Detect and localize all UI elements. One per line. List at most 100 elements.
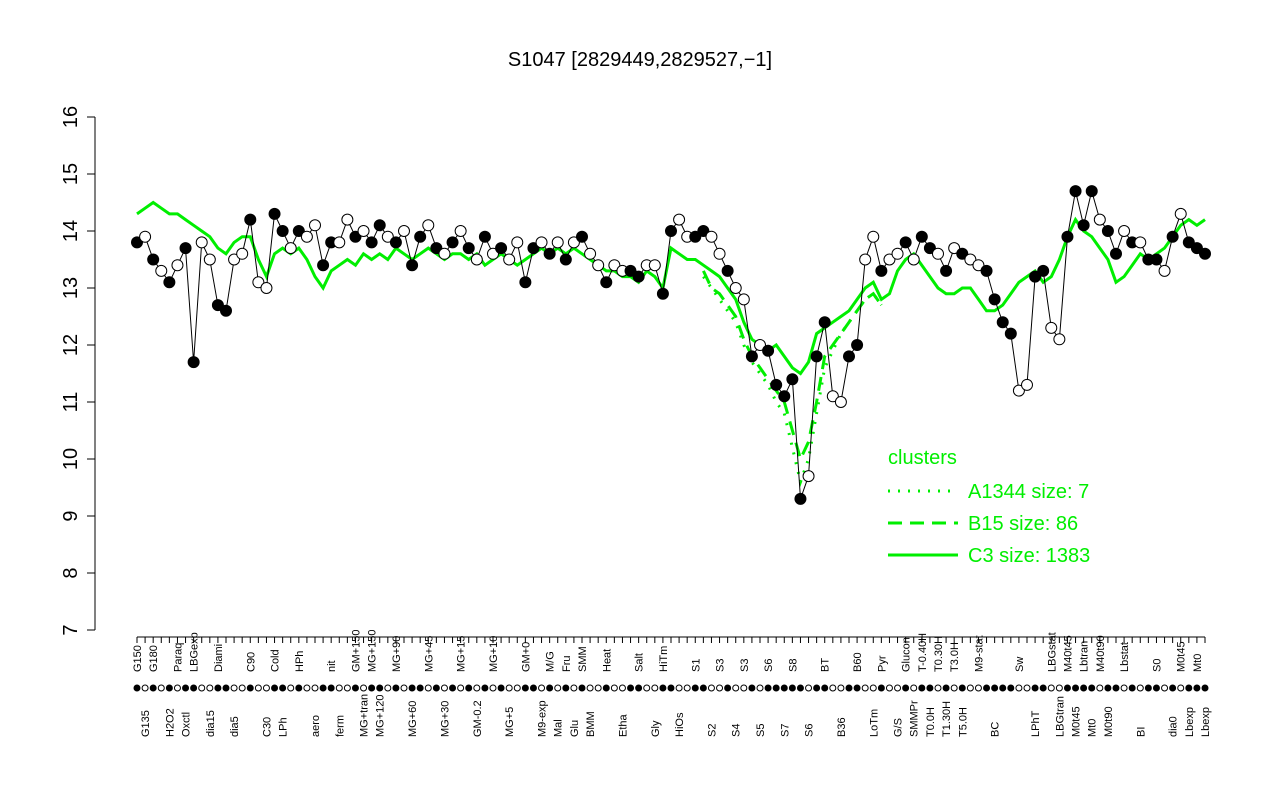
data-point bbox=[220, 304, 232, 317]
x-tick-label: Lbexp bbox=[1200, 707, 1212, 737]
legend-label: A1344 size: 7 bbox=[968, 481, 1089, 503]
x-tick-label: M0t45 bbox=[1176, 641, 1188, 672]
x-marker bbox=[554, 684, 562, 692]
x-tick-label: M9-exp bbox=[537, 700, 549, 737]
x-tick-label: Glucon bbox=[901, 637, 913, 672]
x-marker bbox=[489, 684, 497, 692]
x-tick-label: Salt bbox=[634, 653, 646, 672]
x-marker bbox=[206, 684, 214, 692]
x-tick-label: M0t45 bbox=[1071, 706, 1083, 737]
data-point bbox=[543, 247, 556, 260]
data-point bbox=[875, 264, 888, 277]
x-marker bbox=[133, 684, 141, 692]
x-marker bbox=[392, 684, 400, 692]
x-marker bbox=[254, 684, 262, 692]
x-marker bbox=[902, 684, 910, 692]
x-marker bbox=[772, 684, 780, 692]
x-marker bbox=[1185, 684, 1193, 692]
x-tick-label: dia15 bbox=[205, 710, 217, 737]
x-tick-label: SMMPr bbox=[909, 700, 921, 737]
x-marker bbox=[1177, 684, 1185, 692]
x-marker bbox=[473, 684, 481, 692]
x-tick-label: G135 bbox=[140, 710, 152, 737]
x-marker bbox=[521, 684, 529, 692]
x-marker bbox=[182, 684, 190, 692]
data-point bbox=[770, 378, 783, 391]
x-marker bbox=[974, 684, 982, 692]
data-point bbox=[155, 264, 168, 277]
data-point bbox=[341, 213, 354, 226]
x-marker bbox=[1047, 684, 1055, 692]
x-marker bbox=[303, 684, 311, 692]
x-tick-label: HiOs bbox=[674, 712, 686, 737]
x-marker bbox=[1080, 684, 1088, 692]
x-tick-label: GM+150 bbox=[350, 630, 362, 673]
x-marker bbox=[627, 684, 635, 692]
y-tick-label: 13 bbox=[60, 277, 82, 299]
x-marker bbox=[691, 684, 699, 692]
data-line bbox=[136, 189, 1206, 500]
x-tick-label: Gly bbox=[650, 720, 662, 737]
x-marker bbox=[222, 684, 230, 692]
x-tick-label: T5.0H bbox=[957, 707, 969, 737]
y-tick-label: 8 bbox=[60, 567, 82, 578]
x-tick-label: Etha bbox=[617, 713, 629, 737]
data-point bbox=[1182, 236, 1195, 249]
data-point bbox=[179, 242, 192, 255]
data-point bbox=[915, 230, 928, 243]
x-marker bbox=[578, 684, 586, 692]
x-marker bbox=[999, 684, 1007, 692]
data-point bbox=[665, 225, 677, 237]
data-point bbox=[891, 247, 904, 260]
x-marker bbox=[618, 684, 626, 692]
data-point bbox=[1190, 242, 1203, 255]
x-marker bbox=[740, 684, 748, 692]
data-point bbox=[430, 242, 443, 255]
data-point bbox=[656, 287, 669, 300]
data-point bbox=[1118, 225, 1131, 237]
x-marker bbox=[230, 684, 238, 692]
x-marker bbox=[796, 684, 804, 692]
x-marker bbox=[457, 684, 465, 692]
data-point bbox=[778, 390, 791, 403]
x-tick-label: LPhT bbox=[1030, 710, 1042, 737]
x-tick-label: S8 bbox=[787, 659, 799, 672]
x-marker bbox=[513, 684, 521, 692]
x-tick-label: MG+90 bbox=[391, 636, 403, 672]
x-marker bbox=[1144, 684, 1152, 692]
x-marker bbox=[311, 684, 319, 692]
x-marker bbox=[262, 684, 270, 692]
data-point bbox=[438, 247, 451, 260]
y-tick-label: 12 bbox=[60, 334, 82, 356]
x-marker bbox=[805, 684, 813, 692]
x-marker bbox=[861, 684, 869, 692]
x-tick-label: Lbexp bbox=[1184, 707, 1196, 737]
cluster-line bbox=[136, 200, 1206, 376]
legend-label: C3 size: 1383 bbox=[968, 545, 1090, 567]
x-marker bbox=[449, 684, 457, 692]
x-marker bbox=[1096, 684, 1104, 692]
x-tick-label: MG+150 bbox=[367, 630, 379, 673]
x-marker bbox=[271, 684, 279, 692]
x-marker bbox=[384, 684, 392, 692]
x-marker bbox=[934, 684, 942, 692]
x-marker bbox=[368, 684, 376, 692]
data-point bbox=[446, 236, 459, 249]
x-marker bbox=[643, 684, 651, 692]
x-tick-label: LBGstat bbox=[1046, 632, 1058, 672]
x-marker bbox=[659, 684, 667, 692]
x-marker bbox=[699, 684, 707, 692]
x-marker bbox=[1169, 684, 1177, 692]
data-point bbox=[414, 230, 427, 243]
x-marker bbox=[950, 684, 958, 692]
data-point bbox=[1199, 247, 1211, 260]
data-point bbox=[996, 316, 1009, 329]
x-marker bbox=[602, 684, 610, 692]
data-point bbox=[972, 259, 985, 272]
y-tick-label: 7 bbox=[60, 624, 82, 635]
cluster-line bbox=[702, 270, 883, 464]
data-point bbox=[1012, 384, 1025, 397]
x-tick-label: T0.30H bbox=[933, 636, 945, 672]
x-marker bbox=[683, 684, 691, 692]
x-tick-label: LoTm bbox=[868, 709, 880, 737]
